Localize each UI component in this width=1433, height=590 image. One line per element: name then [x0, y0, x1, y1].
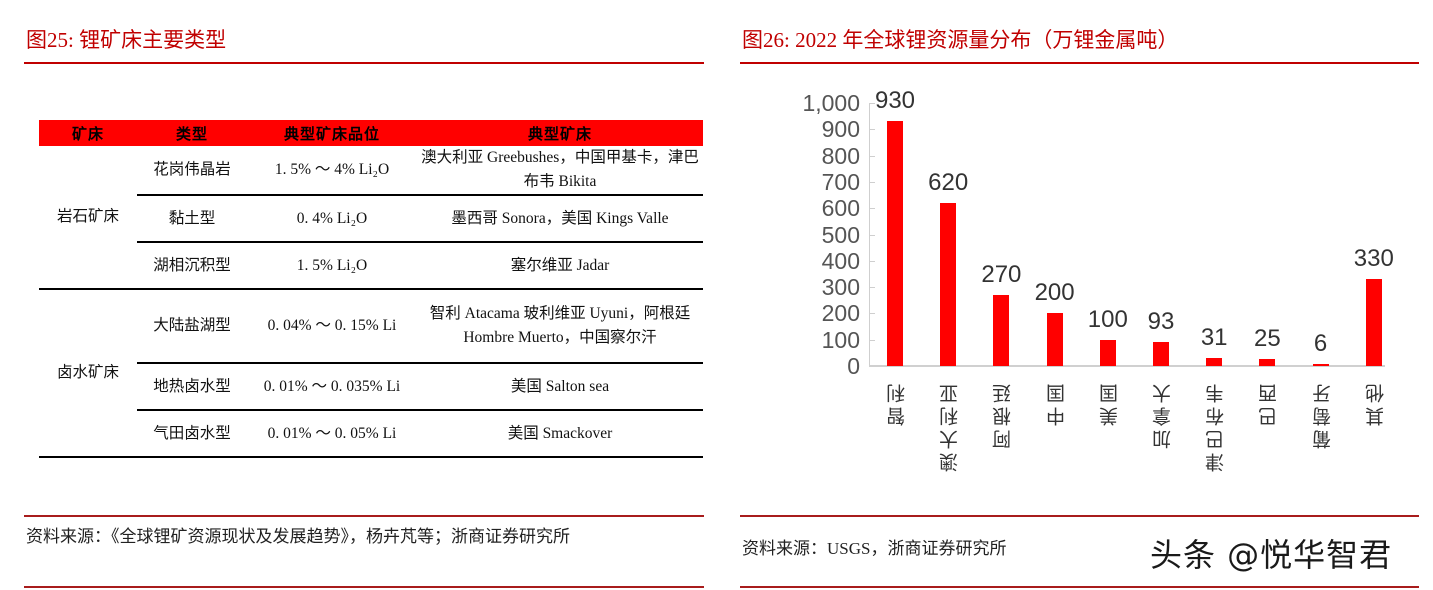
x-category-label: 美国	[1098, 380, 1121, 426]
source-note-left: 资料来源：《全球锂矿资源现状及发展趋势》，杨卉芃等；浙商证券研究所	[26, 527, 570, 546]
typical-cell: 美国 Smackover	[417, 410, 703, 458]
x-category-label: 阿根廷	[992, 380, 1015, 449]
x-axis-line	[869, 365, 1385, 367]
y-tick-mark	[870, 129, 875, 131]
type-cell: 花岗伟晶岩	[137, 146, 247, 196]
figure-26-title: 图26: 2022 年全球锂资源量分布（万锂金属吨）	[742, 28, 1179, 52]
lithium-deposit-types-table: 矿床 类型 典型矿床品位 典型矿床 岩石矿床 花岗伟晶岩 1. 5% ～ 4% …	[39, 120, 703, 458]
y-tick-mark	[870, 287, 875, 289]
typical-cell: 美国 Salton sea	[417, 363, 703, 411]
table-row: 气田卤水型 0. 01% ～ 0. 05% Li 美国 Smackover	[39, 410, 703, 458]
header-type: 类型	[137, 120, 247, 146]
y-tick-mark	[870, 155, 875, 157]
grade-cell: 1. 5% Li₂O	[247, 242, 417, 290]
bar-value-label: 25	[1254, 325, 1281, 353]
y-tick-label: 200	[821, 300, 860, 327]
bar	[1046, 313, 1063, 366]
y-tick-label: 0	[847, 353, 860, 379]
bar-value-label: 6	[1313, 330, 1328, 358]
table-header-row: 矿床 类型 典型矿床品位 典型矿床	[39, 120, 703, 146]
y-axis-line	[869, 103, 870, 367]
title-rule-right	[740, 62, 1419, 64]
x-category-label: 巴西	[1258, 380, 1281, 426]
grade-cell: 0. 01% ～ 0. 05% Li	[247, 410, 417, 458]
bar	[1153, 341, 1169, 366]
grade-cell: 0. 01% ～ 0. 035% Li	[247, 363, 417, 411]
y-tick-label: 400	[821, 247, 860, 274]
type-cell: 气田卤水型	[137, 410, 247, 458]
table-row: 岩石矿床 花岗伟晶岩 1. 5% ～ 4% Li₂O 澳大利亚 Greebush…	[39, 146, 703, 290]
grade-cell: 0. 4% Li₂O	[247, 195, 417, 243]
typical-cell: 智利 Atacama 玻利维亚 Uyuni，阿根廷 Hombre Muerto，…	[417, 289, 703, 364]
deposit-cell: 岩石矿床	[39, 146, 137, 290]
y-tick-label: 800	[821, 142, 860, 169]
bar-value-label: 270	[981, 260, 1022, 288]
bar-value-label: 100	[1087, 305, 1128, 333]
grade-cell: 1. 5% ～ 4% Li₂O	[247, 146, 417, 196]
bar-value-label: 200	[1034, 279, 1075, 307]
x-category-label: 智利	[886, 380, 908, 426]
header-deposit: 矿床	[39, 120, 137, 146]
y-tick-mark	[870, 339, 875, 341]
title-rule-left	[24, 62, 704, 64]
y-tick-label: 500	[821, 221, 860, 248]
figure-25-title: 图25: 锂矿床主要类型	[26, 28, 227, 52]
bar-value-label: 31	[1200, 323, 1228, 351]
bar	[1365, 279, 1382, 366]
x-category-label: 葡萄牙	[1311, 380, 1334, 449]
table-row: 卤水矿床 大陆盐湖型 0. 04% ～ 0. 15% Li 智利 Atacama…	[39, 289, 703, 458]
grade-cell: 0. 04% ～ 0. 15% Li	[247, 289, 417, 364]
type-cell: 黏土型	[137, 195, 247, 243]
y-tick-label: 900	[821, 116, 860, 143]
y-tick-mark	[870, 260, 875, 262]
bar	[1312, 364, 1329, 366]
bar	[1259, 359, 1276, 366]
y-tick-mark	[870, 234, 875, 236]
y-tick-mark	[870, 181, 875, 183]
bar	[887, 121, 903, 366]
bar	[940, 202, 957, 366]
source-rule-bottom-left	[24, 586, 704, 588]
bar-value-label: 620	[928, 168, 969, 196]
x-category-label: 其他	[1364, 380, 1387, 426]
source-rule-top-right	[740, 515, 1419, 517]
x-category-label: 津巴布韦	[1205, 380, 1228, 472]
typical-cell: 塞尔维亚 Jadar	[417, 242, 703, 290]
lithium-resources-bar-chart: 0 100 200 300 400 500 600 700 800 900 1,000 930 智利 6…	[740, 80, 1420, 500]
table-row: 地热卤水型 0. 01% ～ 0. 035% Li 美国 Salton sea	[39, 363, 703, 411]
type-cell: 地热卤水型	[137, 363, 247, 411]
bar-value-label: 930	[874, 87, 916, 115]
y-tick-label: 1,000	[802, 90, 860, 116]
header-grade: 典型矿床品位	[247, 120, 417, 146]
y-tick-mark	[870, 103, 875, 104]
type-cell: 大陆盐湖型	[137, 289, 247, 364]
x-category-label: 中国	[1045, 380, 1068, 426]
source-rule-top-left	[24, 515, 704, 517]
y-tick-label: 300	[821, 274, 860, 301]
typical-cell: 墨西哥 Sonora，美国 Kings Valle	[417, 195, 703, 243]
y-tick-label: 600	[821, 195, 860, 222]
header-typical: 典型矿床	[417, 120, 703, 146]
bar-value-label: 330	[1353, 245, 1394, 273]
source-note-right: 资料来源：USGS，浙商证券研究所	[742, 539, 1007, 558]
table-row: 黏土型 0. 4% Li₂O 墨西哥 Sonora，美国 Kings Valle	[39, 195, 703, 243]
source-rule-bottom-right	[740, 586, 1419, 588]
bar	[1099, 339, 1116, 366]
type-cell: 湖相沉积型	[137, 242, 247, 290]
table-row: 湖相沉积型 1. 5% Li₂O 塞尔维亚 Jadar	[39, 242, 703, 290]
typical-cell: 澳大利亚 Greebushes，中国甲基卡，津巴布韦 Bikita	[417, 146, 703, 196]
deposit-cell: 卤水矿床	[39, 289, 137, 458]
watermark: 头条 @悦华智君	[1150, 536, 1393, 574]
x-category-label: 澳大利亚	[939, 380, 962, 472]
x-category-label: 加拿大	[1152, 380, 1174, 449]
y-tick-label: 700	[821, 168, 860, 195]
y-tick-mark	[870, 208, 875, 210]
y-tick-mark	[870, 313, 875, 315]
bar-value-label: 93	[1147, 307, 1175, 335]
bar	[1206, 357, 1223, 366]
y-tick-label: 100	[821, 326, 860, 353]
bar	[993, 294, 1010, 366]
